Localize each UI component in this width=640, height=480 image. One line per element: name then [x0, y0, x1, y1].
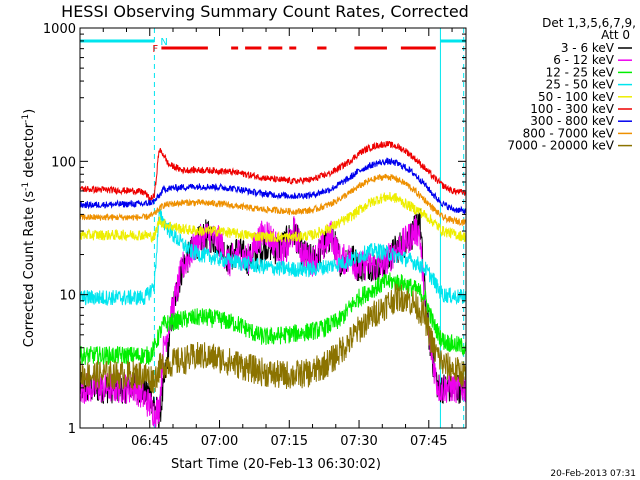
series-line-300-800-kev: [80, 157, 466, 215]
legend-entry-label: 800 - 7000 keV: [523, 126, 615, 140]
series-line-7000-20000-kev: [80, 283, 466, 394]
x-axis-label: Start Time (20-Feb-13 06:30:02): [171, 457, 381, 472]
legend-header-detectors: Det 1,3,5,6,7,9,: [542, 16, 636, 30]
x-tick-label: 06:45: [131, 434, 168, 449]
y-axis: 1 10 100 1000: [43, 22, 466, 437]
series-line-50-100-kev: [80, 191, 466, 244]
series-line-100-300-kev: [80, 140, 466, 202]
x-tick-label: 07:15: [271, 434, 308, 449]
legend-entry-label: 6 - 12 keV: [553, 53, 615, 67]
series-layer: [80, 140, 466, 428]
x-tick-label: 07:30: [340, 434, 377, 449]
legend-entry-label: 12 - 25 keV: [546, 65, 615, 79]
y-tick-label: 10: [59, 289, 76, 304]
plot-frame: [79, 27, 467, 429]
legend-entry-label: 7000 - 20000 keV: [507, 139, 614, 153]
x-tick-label: 07:45: [410, 434, 447, 449]
legend-entry-label: 25 - 50 keV: [546, 78, 615, 92]
y-tick-label: 1000: [43, 22, 76, 37]
legend-entry-label: 50 - 100 keV: [538, 90, 615, 104]
legend-header-attenuator: Att 0: [601, 28, 630, 42]
x-axis: 06:45 07:00 07:15 07:30 07:45: [102, 28, 453, 449]
x-tick-label: 07:00: [201, 434, 238, 449]
y-tick-label: 1: [68, 422, 76, 437]
chart-title: HESSI Observing Summary Count Rates, Cor…: [61, 2, 469, 21]
series-line-800-7000-kev: [80, 173, 466, 227]
series-line-25-50-kev: [80, 208, 466, 306]
legend-entry-label: 300 - 800 keV: [530, 114, 614, 128]
night-flag-label: N: [160, 37, 167, 48]
y-tick-label: 100: [51, 155, 76, 170]
y-axis-label: Corrected Count Rate (s-1 detector-1): [21, 109, 37, 347]
flare-flag-label: F: [152, 44, 158, 55]
legend-entry-label: 100 - 300 keV: [530, 102, 614, 116]
timestamp: 20-Feb-2013 07:31: [550, 469, 636, 479]
legend-entry-label: 3 - 6 keV: [561, 41, 615, 55]
series-line-12-25-kev: [80, 272, 466, 365]
